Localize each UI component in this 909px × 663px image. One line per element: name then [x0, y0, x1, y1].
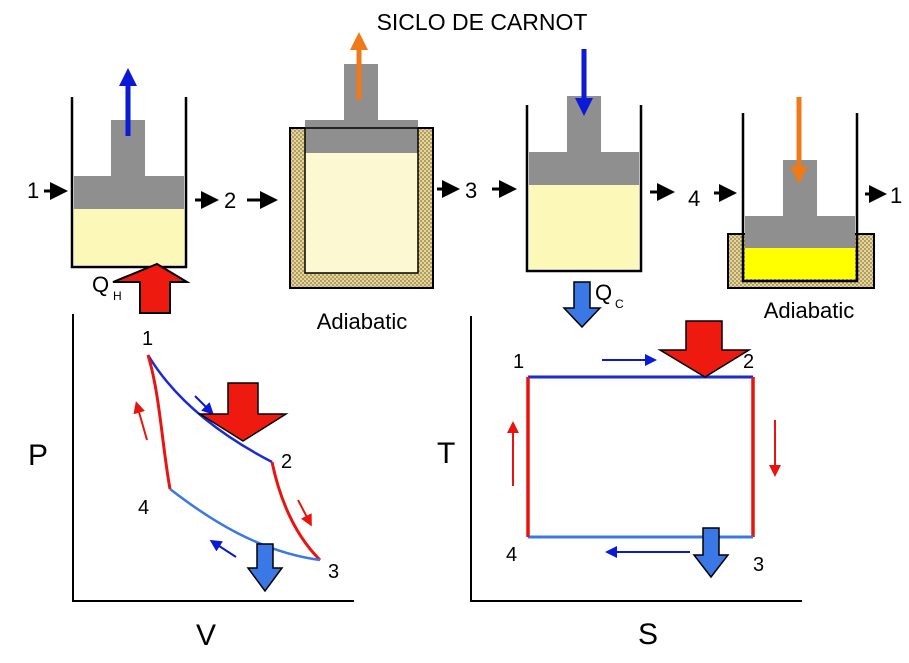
ts-diagram: T S 1 2 3 4 — [437, 316, 802, 651]
heat-out-arrow-icon — [692, 527, 730, 579]
cylinder-wall — [304, 127, 419, 274]
ts-y-axis-label: T — [437, 437, 455, 470]
cylinder-stage-3 — [525, 49, 643, 273]
gas-fill — [745, 248, 855, 279]
stage-sequence: 1 2 3 4 1 — [27, 178, 902, 213]
ts-point-3: 3 — [753, 554, 764, 576]
up-arrow-icon — [350, 32, 368, 50]
direction-arrow-icon — [133, 401, 148, 441]
piston-head — [305, 120, 418, 153]
heat-out-label: Q — [595, 280, 612, 305]
stage-label-2: 2 — [224, 188, 236, 213]
cylinder-wall — [525, 105, 643, 273]
cylinder-stage-1 — [70, 68, 188, 269]
gas-fill — [529, 185, 639, 269]
heat-in-arrow-icon — [197, 382, 289, 442]
diagram-title: SICLO DE CARNOT — [377, 9, 588, 35]
ts-point-2: 2 — [743, 351, 754, 373]
cylinder-stage-2: Adiabatic — [289, 32, 434, 334]
adiabat-compression-curve — [146, 354, 172, 490]
adiabat-expansion-curve — [270, 461, 322, 562]
isotherm-cold-curve — [169, 488, 321, 562]
heat-in-arrow-icon — [112, 262, 191, 314]
down-arrow-icon — [575, 98, 593, 116]
down-arrow-icon — [790, 166, 808, 184]
heat-in-arrow-icon — [657, 320, 752, 378]
heat-out-subscript: C — [615, 297, 624, 311]
heat-out-arrow-icon — [246, 543, 284, 593]
direction-arrow-icon — [194, 395, 214, 415]
pv-axes — [72, 314, 354, 602]
stage-label-4: 4 — [688, 186, 700, 211]
stage-label-3: 3 — [465, 178, 477, 203]
ts-axes — [470, 316, 802, 602]
pv-diagram: P V 1 2 3 4 — [28, 314, 354, 652]
pv-point-2: 2 — [281, 451, 292, 473]
up-arrow-icon — [119, 68, 137, 86]
stage-label-1: 1 — [27, 178, 39, 203]
ts-x-axis-label: S — [638, 618, 658, 651]
pv-point-1: 1 — [142, 328, 153, 350]
ts-point-4: 4 — [506, 544, 517, 566]
piston-head — [745, 216, 855, 248]
ts-point-1: 1 — [513, 351, 524, 373]
heat-in-arrow: Q H — [92, 262, 191, 314]
heat-out-arrow: Q C — [562, 280, 624, 329]
pv-point-3: 3 — [328, 561, 339, 583]
stage-label-1-return: 1 — [890, 183, 902, 208]
gas-fill — [305, 153, 418, 273]
caption-adiabatic-1: Adiabatic — [317, 309, 408, 334]
piston-head — [529, 152, 639, 185]
cylinder-stage-4: Adiabatic — [727, 97, 875, 323]
cylinder-wall — [741, 113, 859, 283]
pv-point-4: 4 — [138, 497, 149, 519]
direction-arrow-icon — [209, 539, 237, 558]
heat-out-arrow-icon — [562, 281, 602, 329]
cylinder-wall — [70, 97, 188, 269]
heat-in-label: Q — [92, 272, 109, 297]
caption-adiabatic-2: Adiabatic — [764, 298, 855, 323]
heat-in-subscript: H — [113, 289, 122, 303]
piston-head — [74, 176, 184, 209]
gas-fill — [74, 209, 184, 265]
pv-y-axis-label: P — [28, 439, 48, 472]
pv-x-axis-label: V — [196, 619, 216, 652]
direction-arrow-icon — [297, 499, 312, 527]
